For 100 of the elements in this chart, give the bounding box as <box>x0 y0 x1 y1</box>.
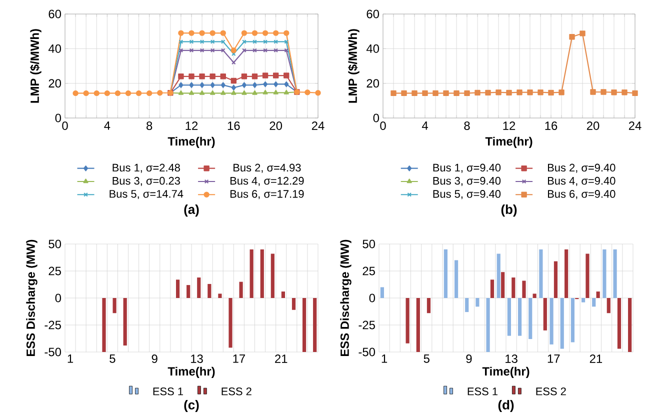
bar <box>586 254 590 298</box>
point <box>210 48 215 53</box>
point <box>412 90 418 96</box>
legend-label: ESS 1 <box>468 388 498 396</box>
y-tick-label: 60 <box>366 10 380 18</box>
point <box>284 90 289 94</box>
y-tick-label: 20 <box>366 79 380 88</box>
point <box>157 90 163 96</box>
point <box>178 48 184 53</box>
bar <box>112 298 116 314</box>
bar <box>560 298 564 349</box>
bar <box>102 298 106 352</box>
bar <box>507 298 512 336</box>
point <box>220 82 226 88</box>
point <box>210 74 216 80</box>
point <box>284 72 290 78</box>
point <box>252 74 258 80</box>
point <box>200 48 204 53</box>
legend-label: Bus 1, σ=2.48 <box>112 164 180 173</box>
point <box>178 30 184 36</box>
point <box>590 89 596 95</box>
point <box>199 30 205 36</box>
point <box>262 30 268 36</box>
y-tick-label: 50 <box>48 240 62 248</box>
legend-label: ESS 1 <box>153 388 183 396</box>
point <box>263 48 268 53</box>
point <box>538 89 544 96</box>
y-tick-label: 0 <box>373 114 380 122</box>
y-tick-label: -50 <box>358 348 376 356</box>
point <box>178 74 184 80</box>
point <box>274 48 278 53</box>
bar <box>186 285 190 298</box>
x-tick-label: 4 <box>104 122 110 130</box>
bar <box>596 292 600 298</box>
point <box>242 40 246 44</box>
bar <box>380 287 384 298</box>
bar <box>313 298 317 352</box>
bar <box>454 260 458 298</box>
point <box>83 90 89 96</box>
y-tick-label: -25 <box>358 320 375 330</box>
point <box>210 30 216 36</box>
point <box>189 48 194 53</box>
x-tick-label: 16 <box>228 122 240 130</box>
bar <box>528 298 532 340</box>
point <box>136 90 142 96</box>
x-tick-label: 8 <box>146 122 152 130</box>
bar <box>260 249 264 298</box>
x-tick-label: 9 <box>466 354 472 363</box>
point <box>315 90 321 96</box>
point <box>242 82 246 88</box>
point <box>72 90 78 96</box>
legend-label: Bus 5, σ=9.40 <box>433 190 501 200</box>
y-tick-label: 0 <box>369 294 376 302</box>
y-tick-label: 40 <box>366 44 380 53</box>
point <box>199 74 205 80</box>
point <box>273 90 278 94</box>
y-tick-label: 20 <box>48 79 62 88</box>
legend-label: Bus 3, σ=9.40 <box>433 176 501 186</box>
legend-label: Bus 6, σ=9.40 <box>548 190 616 200</box>
point <box>188 30 194 36</box>
point <box>146 90 152 96</box>
point <box>231 60 236 65</box>
point <box>548 90 554 96</box>
point <box>242 90 247 95</box>
point <box>454 90 460 96</box>
bar <box>522 280 526 298</box>
point <box>220 74 226 80</box>
point <box>231 84 236 91</box>
point <box>506 90 512 96</box>
point <box>284 30 290 36</box>
point <box>274 40 278 44</box>
point <box>200 82 204 88</box>
bar <box>532 294 536 298</box>
bar <box>550 298 554 344</box>
x-axis-title: Time(hr) <box>168 136 215 148</box>
y-tick-label: 40 <box>48 44 62 53</box>
point <box>200 90 205 95</box>
legend-label: Bus 2, σ=9.40 <box>548 164 616 173</box>
bar <box>554 261 558 298</box>
legend-label: Bus 2, σ=4.93 <box>234 164 301 173</box>
x-tick-label: 17 <box>548 354 560 363</box>
x-tick-label: 0 <box>62 122 68 130</box>
legend-label: ESS 2 <box>536 388 566 396</box>
y-tick-label: -50 <box>44 348 62 356</box>
point <box>527 89 533 96</box>
point <box>230 48 237 54</box>
x-tick-label: 5 <box>110 354 116 363</box>
text: (a) <box>184 204 199 217</box>
bar <box>543 298 547 330</box>
point <box>485 90 491 96</box>
bar <box>602 249 606 298</box>
point <box>284 48 289 53</box>
legend-label: Bus 4, σ=9.40 <box>548 176 616 186</box>
point <box>284 40 289 44</box>
bar <box>570 298 575 342</box>
x-tick-label: 13 <box>191 354 203 363</box>
x-tick-label: 20 <box>586 122 600 130</box>
bar <box>208 284 212 298</box>
bar <box>465 298 469 312</box>
point <box>220 40 226 44</box>
